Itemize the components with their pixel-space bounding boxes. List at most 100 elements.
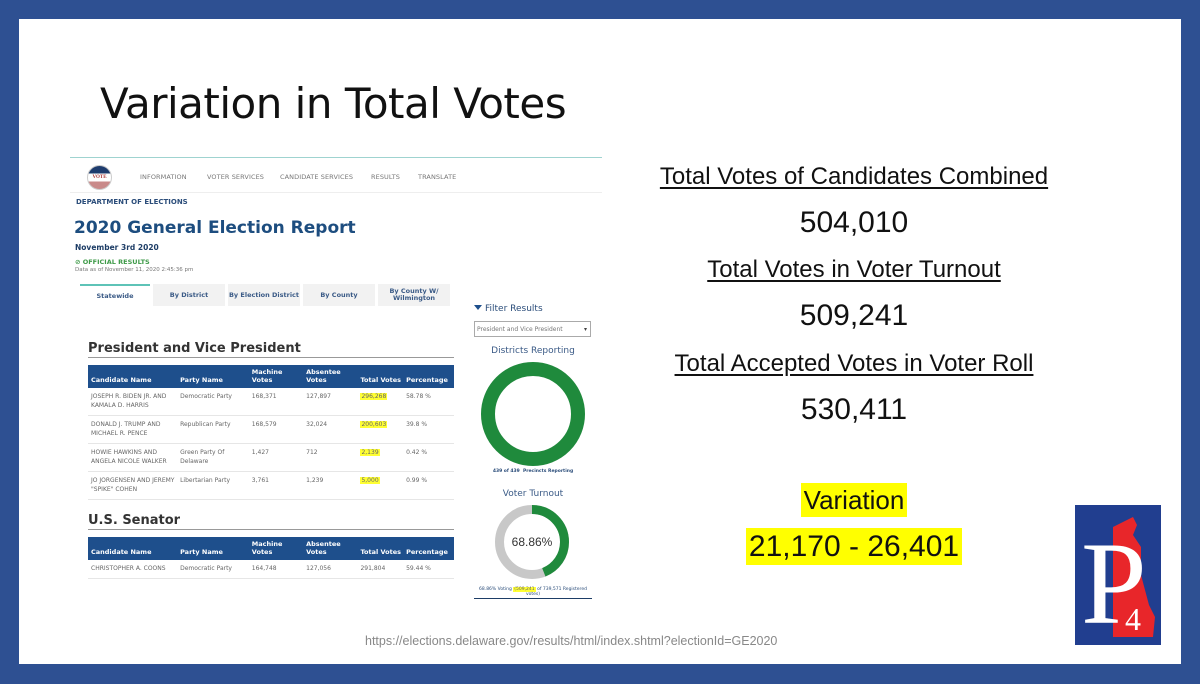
filter-select[interactable]: President and Vice President ▾ [474, 321, 591, 337]
absentee-votes: 712 [303, 443, 358, 472]
precincts-count: 439 of 439 [492, 469, 520, 474]
table-header-row: Candidate Name Party Name Machine Votes … [88, 537, 454, 560]
stat-label-voter-turnout: Total Votes in Voter Turnout [707, 256, 1001, 283]
total-votes-text: 5,000 [360, 477, 380, 484]
tab-by-county[interactable]: By County [303, 284, 375, 306]
voter-turnout-title: Voter Turnout [502, 489, 564, 499]
candidate-name-text: DONALD J. TRUMP AND MICHAEL R. PENCE [91, 421, 161, 437]
nav-candidate-services[interactable]: CANDIDATE SERVICES [280, 173, 354, 181]
tab-statewide[interactable]: Statewide [80, 284, 150, 306]
col-total: Total Votes [357, 365, 404, 388]
col-percentage: Percentage [403, 365, 454, 388]
filter-icon [474, 305, 482, 310]
col-machine: Machine Votes [248, 365, 304, 388]
absentee-votes-text: 127,056 [306, 565, 331, 572]
col-absentee: Absentee Votes [303, 365, 358, 388]
machine-votes: 164,748 [248, 560, 304, 579]
tab-by-county-wilmington[interactable]: By County W/ Wilmington [378, 284, 450, 306]
districts-reporting-caption: 439 of 439 Precincts Reporting [472, 469, 594, 474]
table-row: JOSEPH R. BIDEN JR. AND KAMALA D. HARRIS… [88, 388, 454, 416]
party-name: Republican Party [177, 415, 249, 444]
data-timestamp: Data as of November 11, 2020 2:45:36 pm [75, 267, 194, 273]
candidate-name: JOSEPH R. BIDEN JR. AND KAMALA D. HARRIS [88, 388, 178, 416]
districts-donut-arc [481, 362, 585, 466]
absentee-votes-text: 1,239 [306, 477, 324, 484]
variation-value-text: 21,170 - 26,401 [745, 528, 963, 565]
districts-reporting-title: Districts Reporting [491, 346, 575, 356]
absentee-votes-text: 127,897 [306, 393, 331, 400]
col-candidate: Candidate Name [88, 365, 178, 388]
tab-by-election-district[interactable]: By Election District [228, 284, 300, 306]
total-votes: 296,268 [357, 388, 404, 416]
table-row: HOWIE HAWKINS AND ANGELA NICOLE WALKER Gr… [88, 443, 454, 472]
stat-value-candidates-combined: 504,010 [799, 206, 909, 239]
president-results-table: Candidate Name Party Name Machine Votes … [88, 365, 454, 500]
source-url[interactable]: https://elections.delaware.gov/results/h… [365, 634, 778, 648]
turnout-divider [474, 598, 592, 599]
candidate-name-text: JOSEPH R. BIDEN JR. AND KAMALA D. HARRIS [91, 393, 167, 409]
variation-value: 21,170 - 26,401 [614, 528, 1094, 565]
nav-translate[interactable]: TRANSLATE [418, 173, 457, 181]
precincts-label: Precincts Reporting [522, 469, 574, 474]
party-name-text: Democratic Party [180, 393, 232, 400]
president-section-title: President and Vice President [88, 341, 454, 358]
party-name: Democratic Party [177, 388, 249, 416]
slide-title: Variation in Total Votes [100, 79, 567, 128]
percentage-text: 59.44 % [406, 565, 431, 572]
party-name-text: Green Party Of Delaware [180, 449, 225, 465]
results-tabs: Statewide By District By Election Distri… [80, 284, 450, 306]
variation-label: Variation [614, 483, 1094, 517]
percentage: 39.8 % [403, 415, 454, 444]
total-votes: 291,804 [357, 560, 404, 579]
voter-turnout-donut: 68.86% [495, 505, 569, 579]
logo-letter-p: P [1081, 518, 1147, 645]
percentage: 0.99 % [403, 471, 454, 500]
machine-votes-text: 3,761 [251, 477, 269, 484]
col-percentage: Percentage [403, 537, 454, 560]
turnout-caption-prefix: 68.86% Voting [479, 587, 512, 592]
voter-turnout-caption: 68.86% Voting (509,241 of 739,571 Regist… [472, 587, 594, 597]
col-candidate: Candidate Name [88, 537, 178, 560]
party-name: Libertarian Party [177, 471, 249, 500]
districts-reporting-donut [481, 362, 585, 466]
machine-votes-text: 168,371 [251, 393, 277, 400]
machine-votes-text: 168,579 [251, 421, 277, 428]
col-party: Party Name [177, 537, 249, 560]
turnout-caption-suffix: of 739,571 Registered votes) [525, 587, 587, 597]
table-row: CHRISTOPHER A. COONS Democratic Party 164,… [88, 560, 454, 579]
percentage-text: 39.8 % [406, 421, 428, 428]
turnout-donut-center-label: 68.86% [512, 535, 553, 549]
total-votes: 2,139 [357, 443, 404, 472]
total-votes-text: 291,804 [360, 565, 386, 572]
col-absentee: Absentee Votes [303, 537, 358, 560]
col-machine: Machine Votes [248, 537, 304, 560]
web-top-divider [70, 157, 602, 158]
official-results-badge: ⊘ OFFICIAL RESULTS [75, 258, 150, 266]
stat-label-candidates-combined: Total Votes of Candidates Combined [659, 163, 1049, 190]
stat-value-voter-turnout: 509,241 [799, 299, 909, 332]
absentee-votes-text: 712 [306, 449, 318, 456]
percentage: 0.42 % [403, 443, 454, 472]
stat-value-voter-roll: 530,411 [800, 393, 908, 426]
nav-voter-services[interactable]: VOTER SERVICES [207, 173, 265, 181]
machine-votes: 168,371 [248, 388, 304, 416]
candidate-name: HOWIE HAWKINS AND ANGELA NICOLE WALKER [88, 443, 178, 472]
senator-section-title: U.S. Senator [88, 513, 454, 530]
vote-logo-icon[interactable]: VOTE [87, 165, 112, 190]
delaware-map-icon [1113, 517, 1155, 637]
site-nav: VOTE INFORMATION VOTER SERVICES CANDIDAT… [70, 165, 602, 193]
nav-information[interactable]: INFORMATION [140, 173, 187, 181]
filter-results-label: Filter Results [474, 304, 543, 314]
tab-by-district[interactable]: By District [153, 284, 225, 306]
party-name-text: Libertarian Party [180, 477, 231, 484]
report-date: November 3rd 2020 [75, 243, 159, 252]
machine-votes-text: 1,427 [251, 449, 269, 456]
table-header-row: Candidate Name Party Name Machine Votes … [88, 365, 454, 388]
percentage: 58.78 % [403, 388, 454, 416]
machine-votes-text: 164,748 [251, 565, 277, 572]
candidate-name: DONALD J. TRUMP AND MICHAEL R. PENCE [88, 415, 178, 444]
report-title: 2020 General Election Report [74, 218, 356, 238]
p4-logo: P 4 [1075, 505, 1161, 645]
filter-label-text: Filter Results [485, 304, 543, 314]
nav-results[interactable]: RESULTS [371, 173, 401, 181]
